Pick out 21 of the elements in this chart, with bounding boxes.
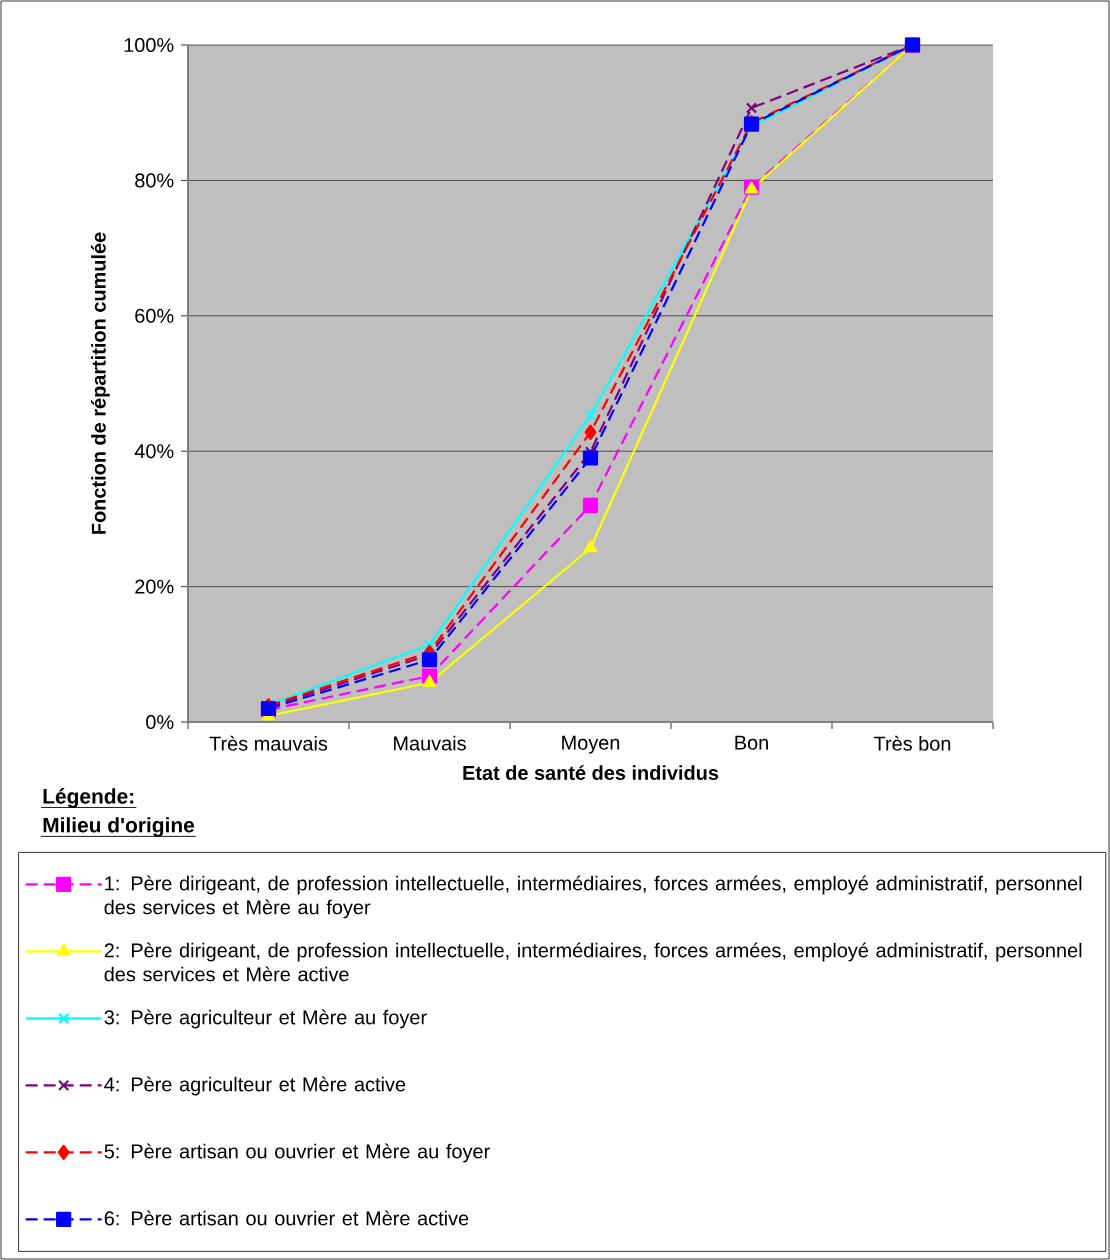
legend-label: 4: Père agriculteur et Mère active (104, 1076, 406, 1096)
y-tick-label: 0% (146, 714, 174, 730)
legend-label: 2: Père dirigeant, de profession intellectuelle, intermédiaires, forces armées, employé administratif, personnel des services et Mère active (104, 942, 1082, 982)
y-tick-label: 60% (135, 308, 174, 323)
x-axis-title: Etat de santé des individus (463, 765, 719, 780)
y-axis-title: Fonction de répartition cumulée (90, 232, 110, 534)
legend-label: 6: Père artisan ou ouvrier et Mère active (104, 1210, 469, 1226)
legend-label: 5: Père artisan ou ouvrier et Mère au foyer (104, 1143, 490, 1163)
x-tick-label: Moyen (562, 735, 620, 754)
legend-label: 1: Père dirigeant, de profession intellectuelle, intermédiaires, forces armées, employé administratif, personnel des services et Mère au foyer (104, 875, 1082, 919)
legend-label: 3: Père agriculteur et Mère au foyer (104, 1009, 427, 1029)
x-tick-label: Bon (735, 735, 768, 750)
x-tick-label: Très bon (874, 735, 951, 751)
y-tick-label: 40% (134, 444, 174, 459)
legend-title: Milieu d'origine (43, 817, 195, 837)
y-tick-label: 100% (124, 37, 174, 53)
text: Légende: (43, 788, 134, 808)
x-tick-label: Mauvais (394, 735, 466, 751)
y-tick-label: 80% (135, 173, 174, 188)
y-tick-label: 20% (135, 579, 174, 594)
x-tick-label: Très mauvais (209, 735, 328, 751)
